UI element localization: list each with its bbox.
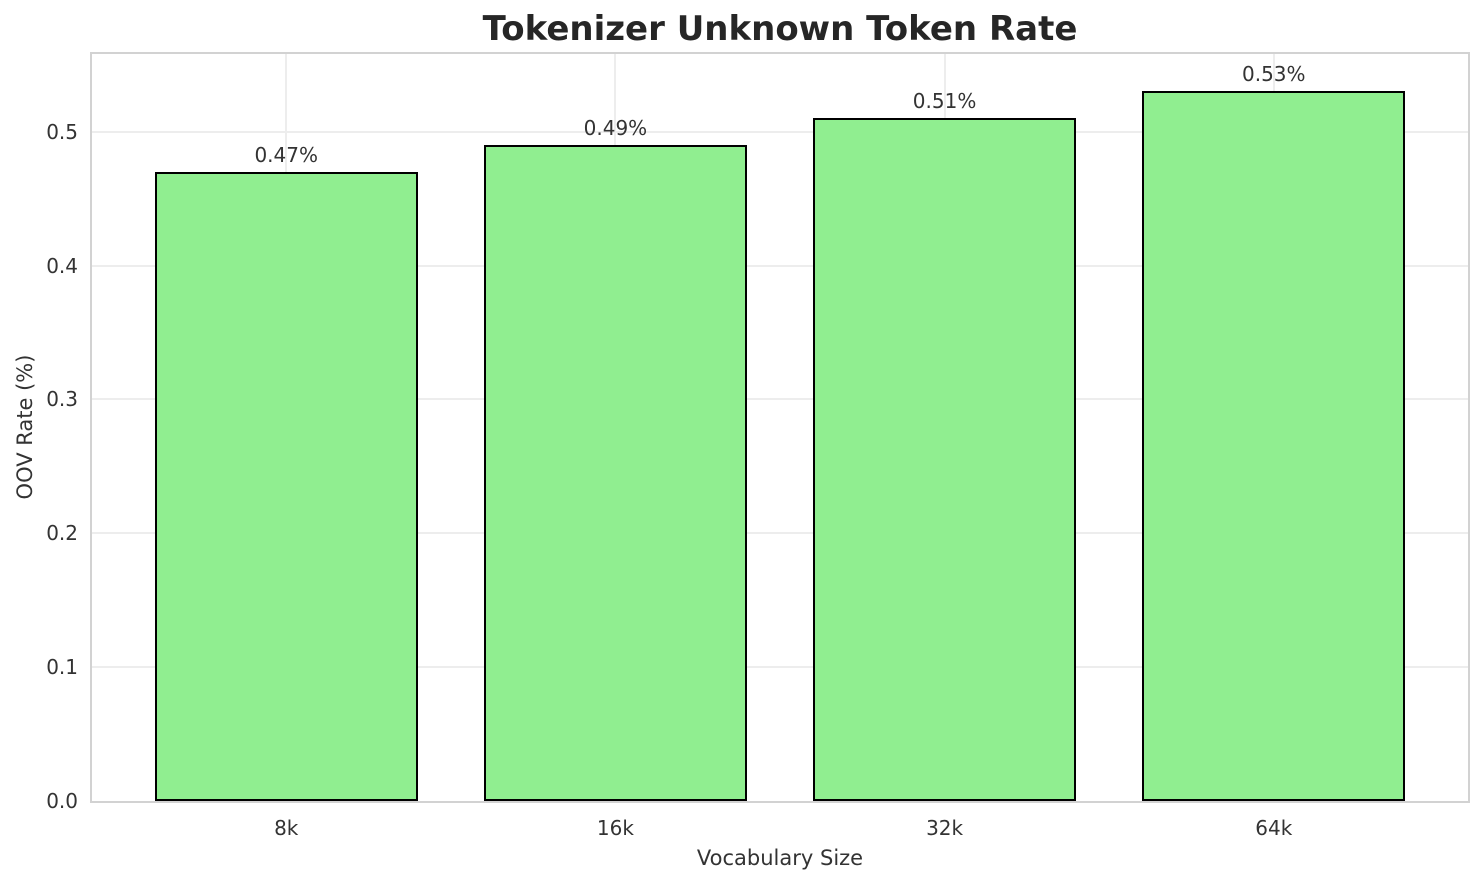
bar [154, 171, 418, 801]
gridline-horizontal [92, 532, 1468, 535]
y-tick-label: 0.4 [46, 253, 78, 278]
gridline-horizontal [92, 130, 1468, 133]
x-tick-label: 64k [1255, 816, 1293, 840]
bar-value-label: 0.51% [912, 89, 977, 114]
bar-value-label: 0.49% [583, 116, 648, 141]
bar-value-label: 0.47% [254, 142, 318, 167]
x-tick-label: 8k [274, 816, 299, 840]
x-tick-label: 16k [596, 816, 634, 840]
plot-area: 0.47% 0.49% 0.51% 0.53% [90, 52, 1470, 803]
y-tick-label: 0.3 [46, 387, 78, 412]
y-tick-label: 0.2 [46, 521, 78, 546]
y-tick-label: 0.0 [46, 789, 78, 813]
bar-value-label: 0.53% [1241, 62, 1306, 87]
y-axis-label: OOV Rate (%) [13, 354, 37, 500]
bar [1142, 91, 1406, 801]
bar [812, 118, 1077, 801]
x-axis-label: Vocabulary Size [696, 846, 864, 870]
x-tick-label: 32k [926, 816, 964, 840]
chart-title: Tokenizer Unknown Token Rate [482, 9, 1078, 49]
y-tick-label: 0.1 [46, 655, 78, 680]
gridline-horizontal [92, 264, 1468, 267]
gridline-horizontal [92, 666, 1468, 669]
y-tick-label: 0.5 [46, 119, 78, 144]
bar [483, 145, 748, 801]
gridline-horizontal [92, 398, 1468, 401]
